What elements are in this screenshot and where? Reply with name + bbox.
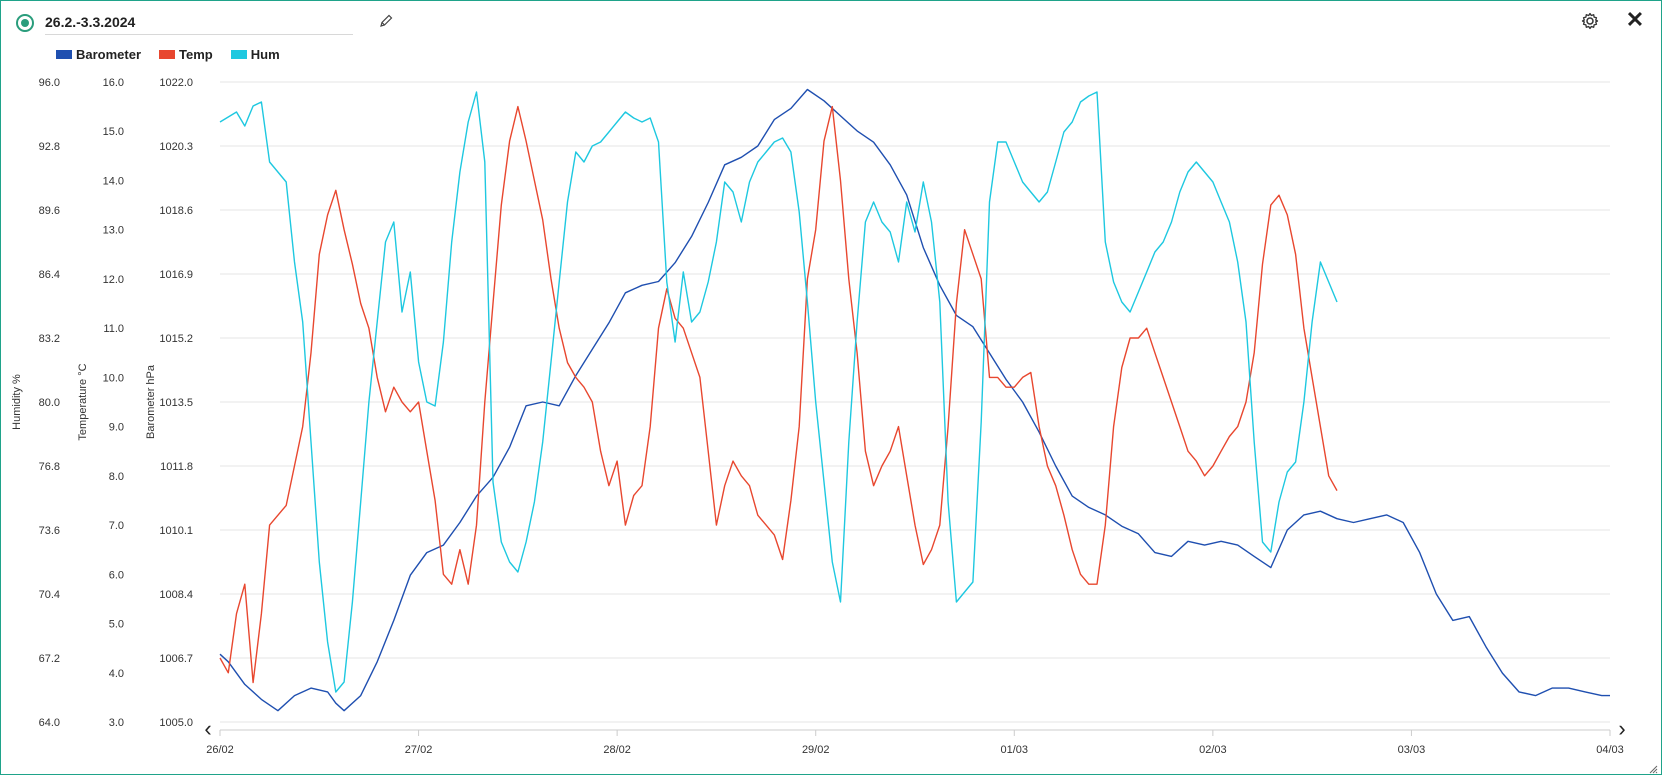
chart-title-input[interactable]: 26.2.-3.3.2024 <box>45 8 353 35</box>
temperature-tick-label: 12.0 <box>103 274 124 286</box>
barometer-tick-label: 1022.0 <box>159 77 193 89</box>
temperature-tick-label: 3.0 <box>109 717 124 729</box>
barometer-tick-label: 1005.0 <box>159 717 193 729</box>
humidity-tick-label: 80.0 <box>39 397 60 409</box>
barometer-tick-label: 1011.8 <box>160 461 193 473</box>
temperature-tick-label: 5.0 <box>109 619 124 631</box>
legend-swatch <box>230 50 247 59</box>
resize-handle-icon[interactable] <box>1648 761 1658 774</box>
x-tick-label: 29/02 <box>802 744 830 756</box>
humidity-tick-label: 83.2 <box>39 333 60 345</box>
barometer-tick-label: 1013.5 <box>159 397 193 409</box>
humidity-tick-label: 92.8 <box>39 141 60 153</box>
x-tick-label: 26/02 <box>206 744 234 756</box>
temperature-tick-label: 6.0 <box>109 569 124 581</box>
series-line-barometer <box>219 88 1610 712</box>
legend-item-hum[interactable]: Hum <box>230 47 280 62</box>
barometer-tick-label: 1016.9 <box>159 269 193 281</box>
temperature-tick-label: 16.0 <box>103 77 124 89</box>
humidity-tick-label: 96.0 <box>39 77 60 89</box>
legend-swatch <box>56 50 72 59</box>
temperature-tick-label: 13.0 <box>103 225 124 237</box>
temperature-tick-label: 10.0 <box>103 372 124 384</box>
x-tick-label: 01/03 <box>1001 744 1029 756</box>
title-row <box>16 10 34 36</box>
humidity-axis-label: Humidity % <box>11 374 23 430</box>
close-icon[interactable]: ✕ <box>1625 7 1645 32</box>
series-line-temp <box>219 105 1338 684</box>
temperature-tick-label: 4.0 <box>109 668 124 680</box>
humidity-tick-label: 86.4 <box>39 269 60 281</box>
barometer-tick-label: 1006.7 <box>159 653 193 665</box>
legend-label: Barometer <box>76 47 142 62</box>
prev-arrow-icon[interactable]: ‹ <box>204 716 211 741</box>
gear-icon[interactable] <box>1580 11 1600 31</box>
chart-legend: Barometer Temp Hum <box>56 47 280 62</box>
x-tick-label: 02/03 <box>1199 744 1227 756</box>
next-arrow-icon[interactable]: › <box>1618 716 1625 741</box>
x-tick-label: 03/03 <box>1398 744 1426 756</box>
humidity-tick-label: 89.6 <box>39 205 60 217</box>
temperature-tick-label: 11.0 <box>103 323 124 335</box>
barometer-axis-label: Barometer hPa <box>145 364 157 439</box>
series-line-hum <box>219 91 1338 693</box>
legend-label: Hum <box>250 47 280 62</box>
temperature-tick-label: 9.0 <box>109 422 124 434</box>
x-tick-label: 28/02 <box>603 744 631 756</box>
legend-swatch <box>159 50 176 59</box>
barometer-tick-label: 1015.2 <box>159 333 193 345</box>
humidity-tick-label: 73.6 <box>39 525 60 537</box>
temperature-tick-label: 14.0 <box>103 175 124 187</box>
barometer-tick-label: 1010.1 <box>159 525 193 537</box>
humidity-tick-label: 70.4 <box>39 589 60 601</box>
x-tick-label: 27/02 <box>405 744 433 756</box>
legend-label: Temp <box>179 47 213 62</box>
barometer-tick-label: 1020.3 <box>159 141 193 153</box>
pencil-icon[interactable] <box>378 13 394 29</box>
temperature-axis-label: Temperature °C <box>77 363 89 440</box>
temperature-tick-label: 15.0 <box>103 126 124 138</box>
barometer-tick-label: 1008.4 <box>159 589 193 601</box>
legend-item-barometer[interactable]: Barometer <box>56 47 141 62</box>
legend-item-temp[interactable]: Temp <box>159 47 213 62</box>
humidity-tick-label: 76.8 <box>39 461 60 473</box>
barometer-tick-label: 1018.6 <box>159 205 193 217</box>
humidity-tick-label: 64.0 <box>39 717 60 729</box>
temperature-tick-label: 7.0 <box>109 520 124 532</box>
x-tick-label: 04/03 <box>1596 744 1624 756</box>
humidity-tick-label: 67.2 <box>39 653 60 665</box>
status-dot-icon[interactable] <box>16 14 34 32</box>
temperature-tick-label: 8.0 <box>109 471 124 483</box>
